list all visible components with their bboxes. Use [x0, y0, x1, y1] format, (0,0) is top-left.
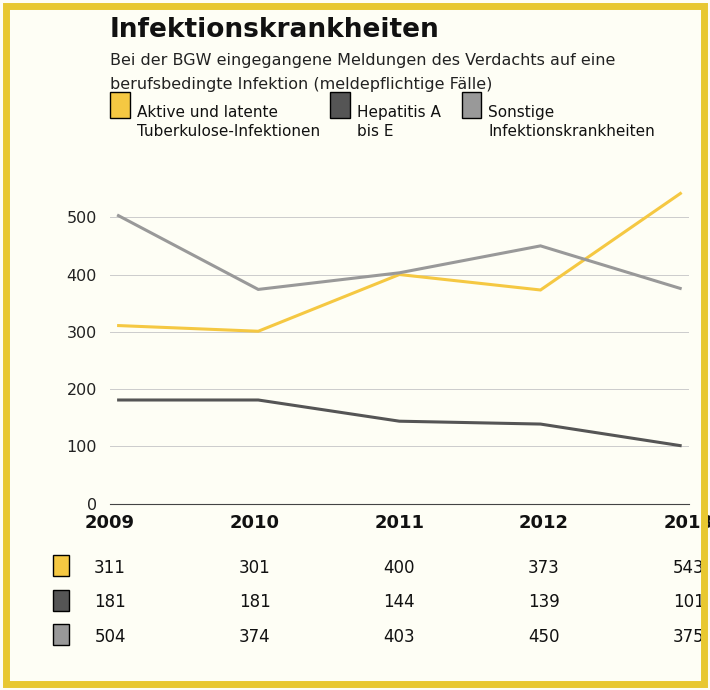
Text: 450: 450 — [528, 628, 559, 646]
Text: 403: 403 — [383, 628, 415, 646]
Text: 2012: 2012 — [519, 514, 569, 532]
Text: 2013: 2013 — [664, 514, 710, 532]
Text: 373: 373 — [528, 559, 560, 577]
Text: 400: 400 — [383, 559, 415, 577]
Text: 181: 181 — [239, 593, 271, 611]
Text: 2009: 2009 — [85, 514, 135, 532]
Text: 311: 311 — [94, 559, 126, 577]
Text: 101: 101 — [673, 593, 704, 611]
Text: berufsbedingte Infektion (meldepflichtige Fälle): berufsbedingte Infektion (meldepflichtig… — [110, 77, 493, 92]
Text: 144: 144 — [383, 593, 415, 611]
Text: Aktive und latente: Aktive und latente — [137, 105, 278, 120]
Text: 375: 375 — [673, 628, 704, 646]
Text: Sonstige: Sonstige — [488, 105, 555, 120]
Text: bis E: bis E — [357, 124, 393, 139]
Text: 181: 181 — [94, 593, 126, 611]
Text: 2011: 2011 — [374, 514, 425, 532]
Text: 504: 504 — [94, 628, 126, 646]
Text: Infektionskrankheiten: Infektionskrankheiten — [488, 124, 655, 139]
Text: 543: 543 — [673, 559, 704, 577]
Text: Infektionskrankheiten: Infektionskrankheiten — [110, 17, 439, 43]
Text: Bei der BGW eingegangene Meldungen des Verdachts auf eine: Bei der BGW eingegangene Meldungen des V… — [110, 53, 616, 68]
Text: 374: 374 — [239, 628, 271, 646]
Text: Hepatitis A: Hepatitis A — [357, 105, 441, 120]
Text: 139: 139 — [528, 593, 560, 611]
Text: 301: 301 — [239, 559, 271, 577]
Text: 2010: 2010 — [230, 514, 280, 532]
Text: Tuberkulose-Infektionen: Tuberkulose-Infektionen — [137, 124, 320, 139]
